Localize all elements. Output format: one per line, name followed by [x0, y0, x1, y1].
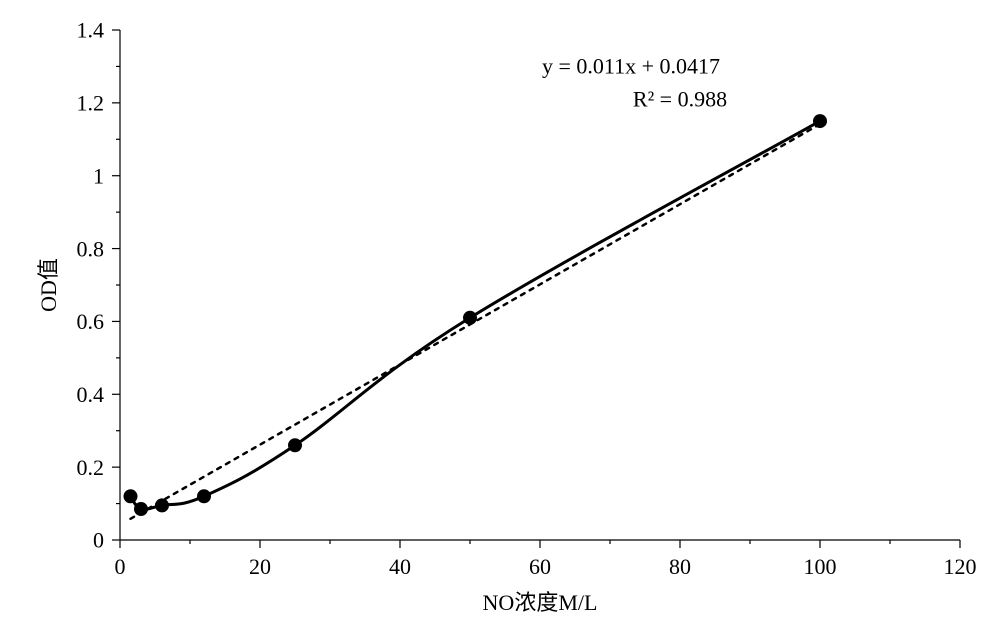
data-marker [288, 438, 302, 452]
y-tick-label: 0 [93, 528, 104, 553]
data-marker [197, 489, 211, 503]
y-tick-label: 0.8 [77, 236, 105, 261]
equation-annotation: y = 0.011x + 0.0417 [542, 54, 720, 79]
x-tick-label: 20 [249, 554, 271, 579]
data-marker [134, 502, 148, 516]
chart-background [0, 0, 1000, 643]
y-tick-label: 0.2 [77, 455, 105, 480]
data-marker [463, 311, 477, 325]
x-tick-label: 100 [804, 554, 837, 579]
x-tick-label: 120 [944, 554, 977, 579]
chart-container: 0 20 40 60 80 100 120 0 0.2 0.4 0.6 0.8 1 1.2 1.4 NO浓度M… [0, 0, 1000, 643]
y-axis-title: OD值 [36, 258, 61, 312]
data-marker [813, 114, 827, 128]
chart-svg: 0 20 40 60 80 100 120 0 0.2 0.4 0.6 0.8 1 1.2 1.4 NO浓度M… [0, 0, 1000, 643]
x-tick-label: 80 [669, 554, 691, 579]
x-axis-title: NO浓度M/L [483, 590, 598, 615]
x-tick-label: 0 [115, 554, 126, 579]
y-tick-label: 1.4 [77, 18, 105, 43]
data-marker [124, 489, 138, 503]
x-tick-label: 60 [529, 554, 551, 579]
data-marker [155, 498, 169, 512]
y-tick-label: 1 [93, 163, 104, 188]
y-tick-label: 1.2 [77, 91, 105, 116]
x-tick-label: 40 [389, 554, 411, 579]
y-tick-label: 0.4 [77, 382, 105, 407]
y-tick-label: 0.6 [77, 309, 105, 334]
r2-annotation: R² = 0.988 [633, 87, 727, 112]
